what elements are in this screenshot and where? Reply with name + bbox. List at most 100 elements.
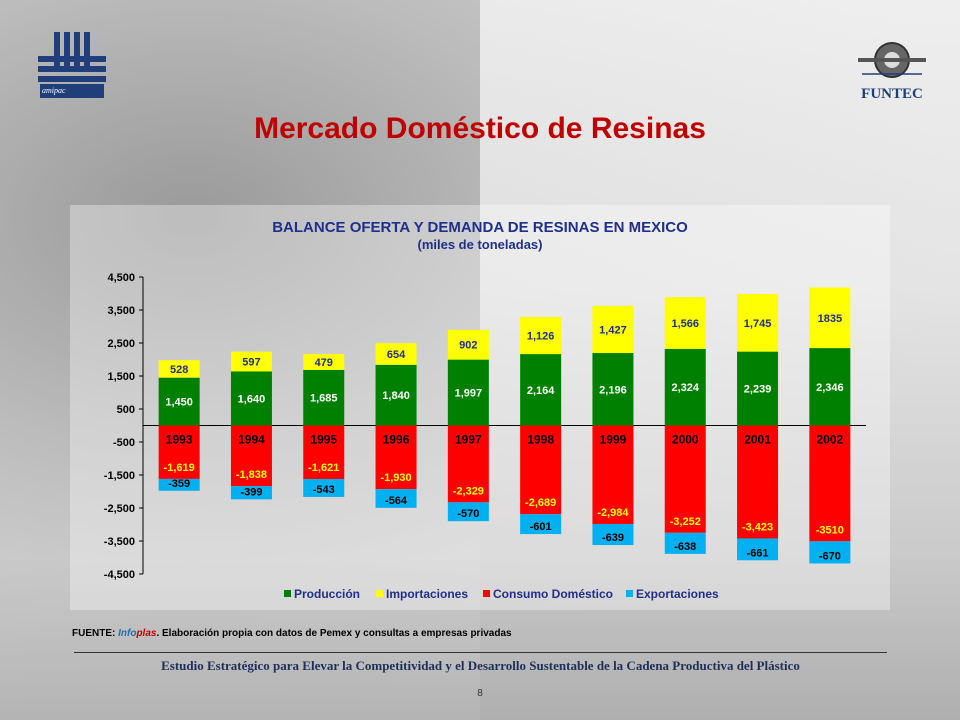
label-importaciones: 597	[242, 357, 260, 369]
label-produccion: 1,840	[382, 390, 410, 402]
bar-importaciones	[158, 360, 200, 378]
label-importaciones: 1,566	[671, 318, 699, 330]
label-exportaciones: -359	[168, 478, 190, 490]
category-label: 1998	[527, 433, 554, 447]
category-label: 1997	[455, 433, 482, 447]
label-produccion: 2,324	[671, 382, 699, 394]
category-label: 1993	[166, 433, 193, 447]
bar-produccion	[592, 353, 634, 426]
label-importaciones: 902	[459, 340, 477, 352]
bar-exportaciones	[158, 478, 200, 491]
label-consumo: -3,252	[670, 516, 701, 528]
bar-consumo	[809, 425, 851, 542]
bar-consumo	[664, 425, 706, 533]
legend-swatch	[376, 590, 383, 597]
label-importaciones: 1,126	[527, 331, 555, 343]
amipac-logo-text: amipac	[42, 86, 66, 95]
label-consumo: -1,621	[308, 462, 339, 474]
bar-exportaciones	[809, 541, 851, 564]
label-produccion: 2,164	[527, 385, 555, 397]
bar-exportaciones	[520, 514, 562, 535]
bar-importaciones	[592, 305, 634, 354]
footer-divider	[74, 652, 887, 653]
bar-importaciones	[230, 351, 272, 372]
label-importaciones: 479	[315, 357, 333, 369]
bar-produccion	[303, 369, 345, 426]
bar-importaciones	[303, 354, 345, 370]
legend-swatch	[483, 590, 490, 597]
bar-exportaciones	[664, 532, 706, 554]
footer-text: Estudio Estratégico para Elevar la Compe…	[161, 658, 800, 673]
legend-label: Consumo Doméstico	[493, 587, 613, 601]
bar-exportaciones	[592, 523, 634, 546]
label-consumo: -2,329	[453, 485, 484, 497]
funtec-logo-text: FUNTEC	[861, 86, 923, 102]
y-tick-label: -500	[113, 437, 135, 449]
label-importaciones: 654	[387, 349, 406, 361]
category-label: 1999	[600, 433, 627, 447]
funtec-logo	[856, 38, 928, 108]
y-tick-label: 3,500	[107, 305, 135, 317]
bar-exportaciones	[737, 538, 779, 561]
bar-importaciones	[809, 287, 851, 349]
source-prefix: FUENTE:	[72, 628, 119, 639]
bar-produccion	[664, 348, 706, 426]
source-rest: . Elaboración propia con datos de Pemex …	[156, 628, 512, 639]
source-brand-plas: plas	[136, 628, 157, 639]
category-label: 1995	[310, 433, 337, 447]
label-exportaciones: -570	[457, 508, 479, 520]
label-exportaciones: -399	[240, 486, 262, 498]
label-consumo: -3510	[816, 524, 844, 536]
label-consumo: -2,984	[597, 507, 629, 519]
label-importaciones: 1,745	[744, 318, 772, 330]
amipac-logo	[34, 30, 110, 105]
chart-subtitle: (miles de toneladas)	[418, 237, 543, 252]
y-tick-label: -1,500	[104, 470, 135, 482]
bar-consumo	[375, 425, 417, 490]
chart-title: BALANCE OFERTA Y DEMANDA DE RESINAS EN M…	[272, 219, 688, 236]
bar-produccion	[230, 371, 272, 426]
legend-label: Producción	[294, 587, 360, 601]
label-exportaciones: -638	[674, 541, 696, 553]
bar-importaciones	[375, 343, 417, 365]
label-produccion: 1,685	[310, 393, 338, 405]
y-tick-label: 500	[117, 404, 135, 416]
legend-swatch	[626, 590, 633, 597]
bar-exportaciones	[447, 502, 489, 522]
bar-consumo	[520, 425, 562, 515]
category-label: 2001	[744, 433, 771, 447]
bar-consumo	[447, 425, 489, 503]
bar-importaciones	[664, 297, 706, 349]
label-produccion: 1,450	[165, 397, 193, 409]
bar-importaciones	[737, 294, 779, 352]
category-label: 1996	[383, 433, 410, 447]
bar-produccion	[447, 359, 489, 426]
category-label: 1994	[238, 433, 265, 447]
y-tick-label: 1,500	[107, 371, 135, 383]
bar-produccion	[158, 377, 200, 426]
label-produccion: 2,346	[816, 382, 844, 394]
slide-title: Mercado Doméstico de Resinas	[254, 112, 706, 145]
bar-consumo	[230, 425, 272, 487]
label-exportaciones: -670	[819, 550, 841, 562]
bar-exportaciones	[375, 489, 417, 508]
bar-exportaciones	[303, 478, 345, 497]
bar-produccion	[520, 354, 562, 426]
label-importaciones: 1,427	[599, 324, 627, 336]
legend-swatch	[284, 590, 291, 597]
label-consumo: -1,619	[164, 462, 195, 474]
bar-consumo	[737, 425, 779, 539]
legend-label: Importaciones	[386, 587, 468, 601]
label-consumo: -3,423	[742, 521, 773, 533]
y-tick-label: -4,500	[104, 569, 135, 581]
category-label: 2002	[816, 433, 843, 447]
page-number: 8	[477, 688, 483, 699]
label-importaciones: 528	[170, 364, 188, 376]
label-consumo: -2,689	[525, 497, 556, 509]
label-produccion: 1,640	[238, 393, 266, 405]
y-tick-label: 4,500	[107, 272, 135, 284]
bar-produccion	[737, 351, 779, 426]
source-brand-info: Info	[118, 628, 137, 639]
bar-exportaciones	[230, 486, 272, 500]
